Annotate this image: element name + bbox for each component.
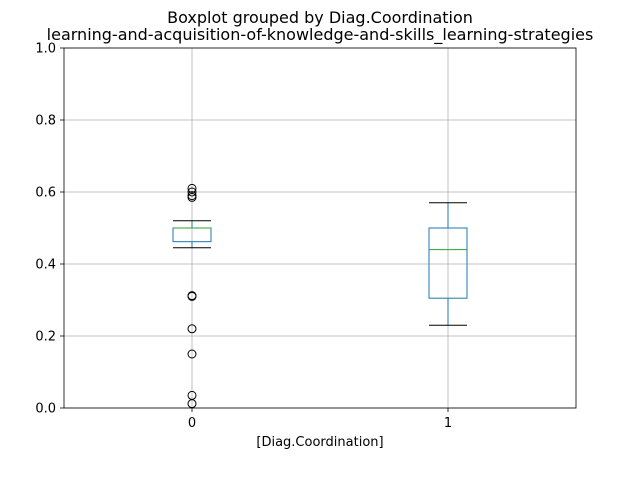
- box-iqr: [428, 227, 468, 299]
- y-tick-label: 0.4: [35, 258, 56, 273]
- axes-frame: [63, 47, 577, 409]
- chart-title: learning-and-acquisition-of-knowledge-an…: [46, 25, 594, 44]
- outlier-point: [187, 187, 197, 197]
- chart-suptitle: Boxplot grouped by Diag.Coordination: [167, 8, 473, 27]
- box-layer: [172, 183, 468, 409]
- x-tick-label: 1: [444, 416, 452, 431]
- outlier-point: [187, 291, 197, 301]
- y-tick-label: 1.0: [35, 42, 56, 57]
- y-tick-label: 0.8: [35, 114, 56, 129]
- x-tick-label: 0: [188, 416, 196, 431]
- y-tick-label: 0.2: [35, 330, 56, 345]
- outlier-point: [187, 390, 197, 400]
- x-axis-label: [Diag.Coordination]: [256, 435, 384, 450]
- y-tick-label: 0.6: [35, 186, 56, 201]
- outlier-point: [187, 349, 197, 359]
- axes-layer: 0.0 0.2 0.4 0.6 0.8 1.0 0 1: [35, 42, 577, 431]
- y-tick-label: 0.0: [35, 402, 56, 417]
- outlier-point: [187, 191, 197, 201]
- outlier-point: [187, 324, 197, 334]
- outlier-point: [187, 183, 197, 193]
- grid-layer: [64, 47, 576, 409]
- box-group-0: [172, 183, 212, 409]
- box-group-1: [428, 202, 468, 326]
